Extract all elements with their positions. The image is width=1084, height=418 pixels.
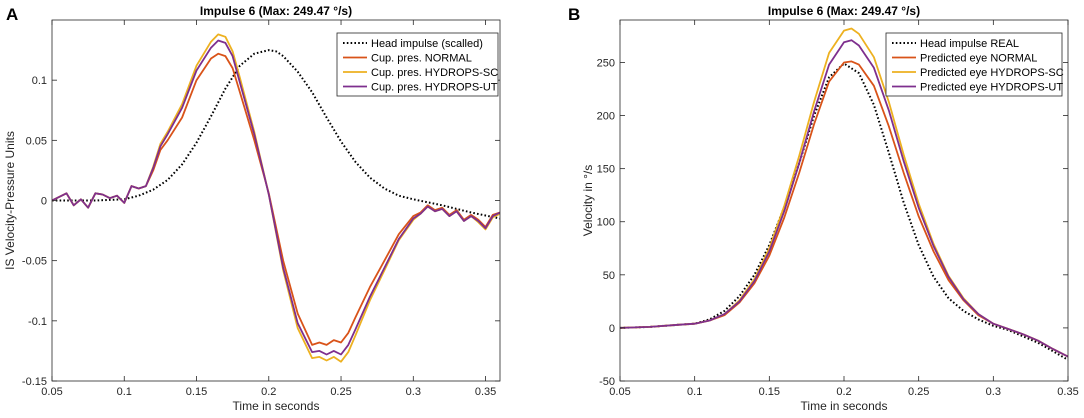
- legend: Head impulse (scalled) Cup. pres. NORMAL C…: [336, 32, 499, 97]
- chart-title: Impulse 6 (Max: 249.47 °/s): [200, 4, 352, 18]
- x-tick-label: 0.2: [261, 386, 276, 398]
- legend-entry-0: Head impulse (scalled): [371, 38, 483, 50]
- y-tick-label: -50: [599, 376, 615, 388]
- legend-entry-2: Cup. pres. HYDROPS-SC: [371, 67, 498, 79]
- legend-entry-3: Predicted eye HYDROPS-UT: [920, 82, 1063, 94]
- y-tick-label: -0.05: [22, 256, 47, 268]
- legend-entry-1: Cup. pres. NORMAL: [371, 53, 472, 65]
- y-tick-label: 100: [597, 217, 615, 229]
- x-tick-label: 0.1: [117, 386, 132, 398]
- legend-entry-3: Cup. pres. HYDROPS-UT: [371, 82, 498, 94]
- y-tick-label: 50: [603, 270, 615, 282]
- series-line-0: [52, 49, 500, 220]
- y-tick-label: -0.15: [22, 376, 47, 388]
- panel-label: A: [6, 5, 18, 24]
- panel-b: 0.05 0.1 0.15 0.2 0.25 0.3 0.35 -50 0 50 100 150 200…: [568, 4, 1079, 413]
- x-tick-label: 0.25: [908, 386, 929, 398]
- x-tick-label: 0.05: [609, 386, 630, 398]
- x-tick-label: 0.1: [687, 386, 702, 398]
- x-axis-label: Time in seconds: [233, 399, 320, 413]
- panel-label: B: [568, 5, 580, 24]
- series-line-3: [620, 39, 1068, 358]
- x-axis-label: Time in seconds: [801, 399, 888, 413]
- x-tick-label: 0.25: [330, 386, 351, 398]
- x-tick-label: 0.3: [986, 386, 1001, 398]
- y-axis-label: Velocity in °/s: [581, 165, 595, 237]
- legend-entry-0: Head impulse REAL: [920, 38, 1019, 50]
- x-tick-label: 0.05: [41, 386, 62, 398]
- series-group: [620, 27, 1068, 361]
- y-tick-label: 0: [41, 196, 47, 208]
- legend-box: [336, 32, 499, 97]
- y-tick-label: 0: [609, 323, 615, 335]
- x-tick-label: 0.2: [836, 386, 851, 398]
- y-tick-label: 200: [597, 111, 615, 123]
- x-tick-label: 0.3: [406, 386, 421, 398]
- y-tick-label: 0.05: [26, 135, 47, 147]
- y-tick-label: 250: [597, 57, 615, 69]
- panel-a: 0.05 0.1 0.15 0.2 0.25 0.3 0.35 -0.15 -0.1 -0.05 0…: [3, 4, 501, 413]
- x-tick-label: 0.15: [186, 386, 207, 398]
- series-group: [52, 33, 500, 363]
- legend-entry-1: Predicted eye NORMAL: [920, 53, 1037, 65]
- y-axis-label: IS Velocity-Pressure Units: [3, 131, 17, 270]
- legend-entry-2: Predicted eye HYDROPS-SC: [920, 67, 1064, 79]
- y-tick-label: 150: [597, 164, 615, 176]
- x-tick-label: 0.35: [475, 386, 496, 398]
- chart-title: Impulse 6 (Max: 249.47 °/s): [768, 4, 920, 18]
- series-line-3: [52, 39, 500, 356]
- y-tick-label: 0.1: [32, 75, 47, 87]
- x-tick-label: 0.35: [1057, 386, 1078, 398]
- x-tick-label: 0.15: [759, 386, 780, 398]
- legend: Head impulse REAL Predicted eye NORMAL Pre…: [885, 32, 1064, 97]
- y-tick-label: -0.1: [28, 316, 47, 328]
- series-line-0: [620, 62, 1068, 361]
